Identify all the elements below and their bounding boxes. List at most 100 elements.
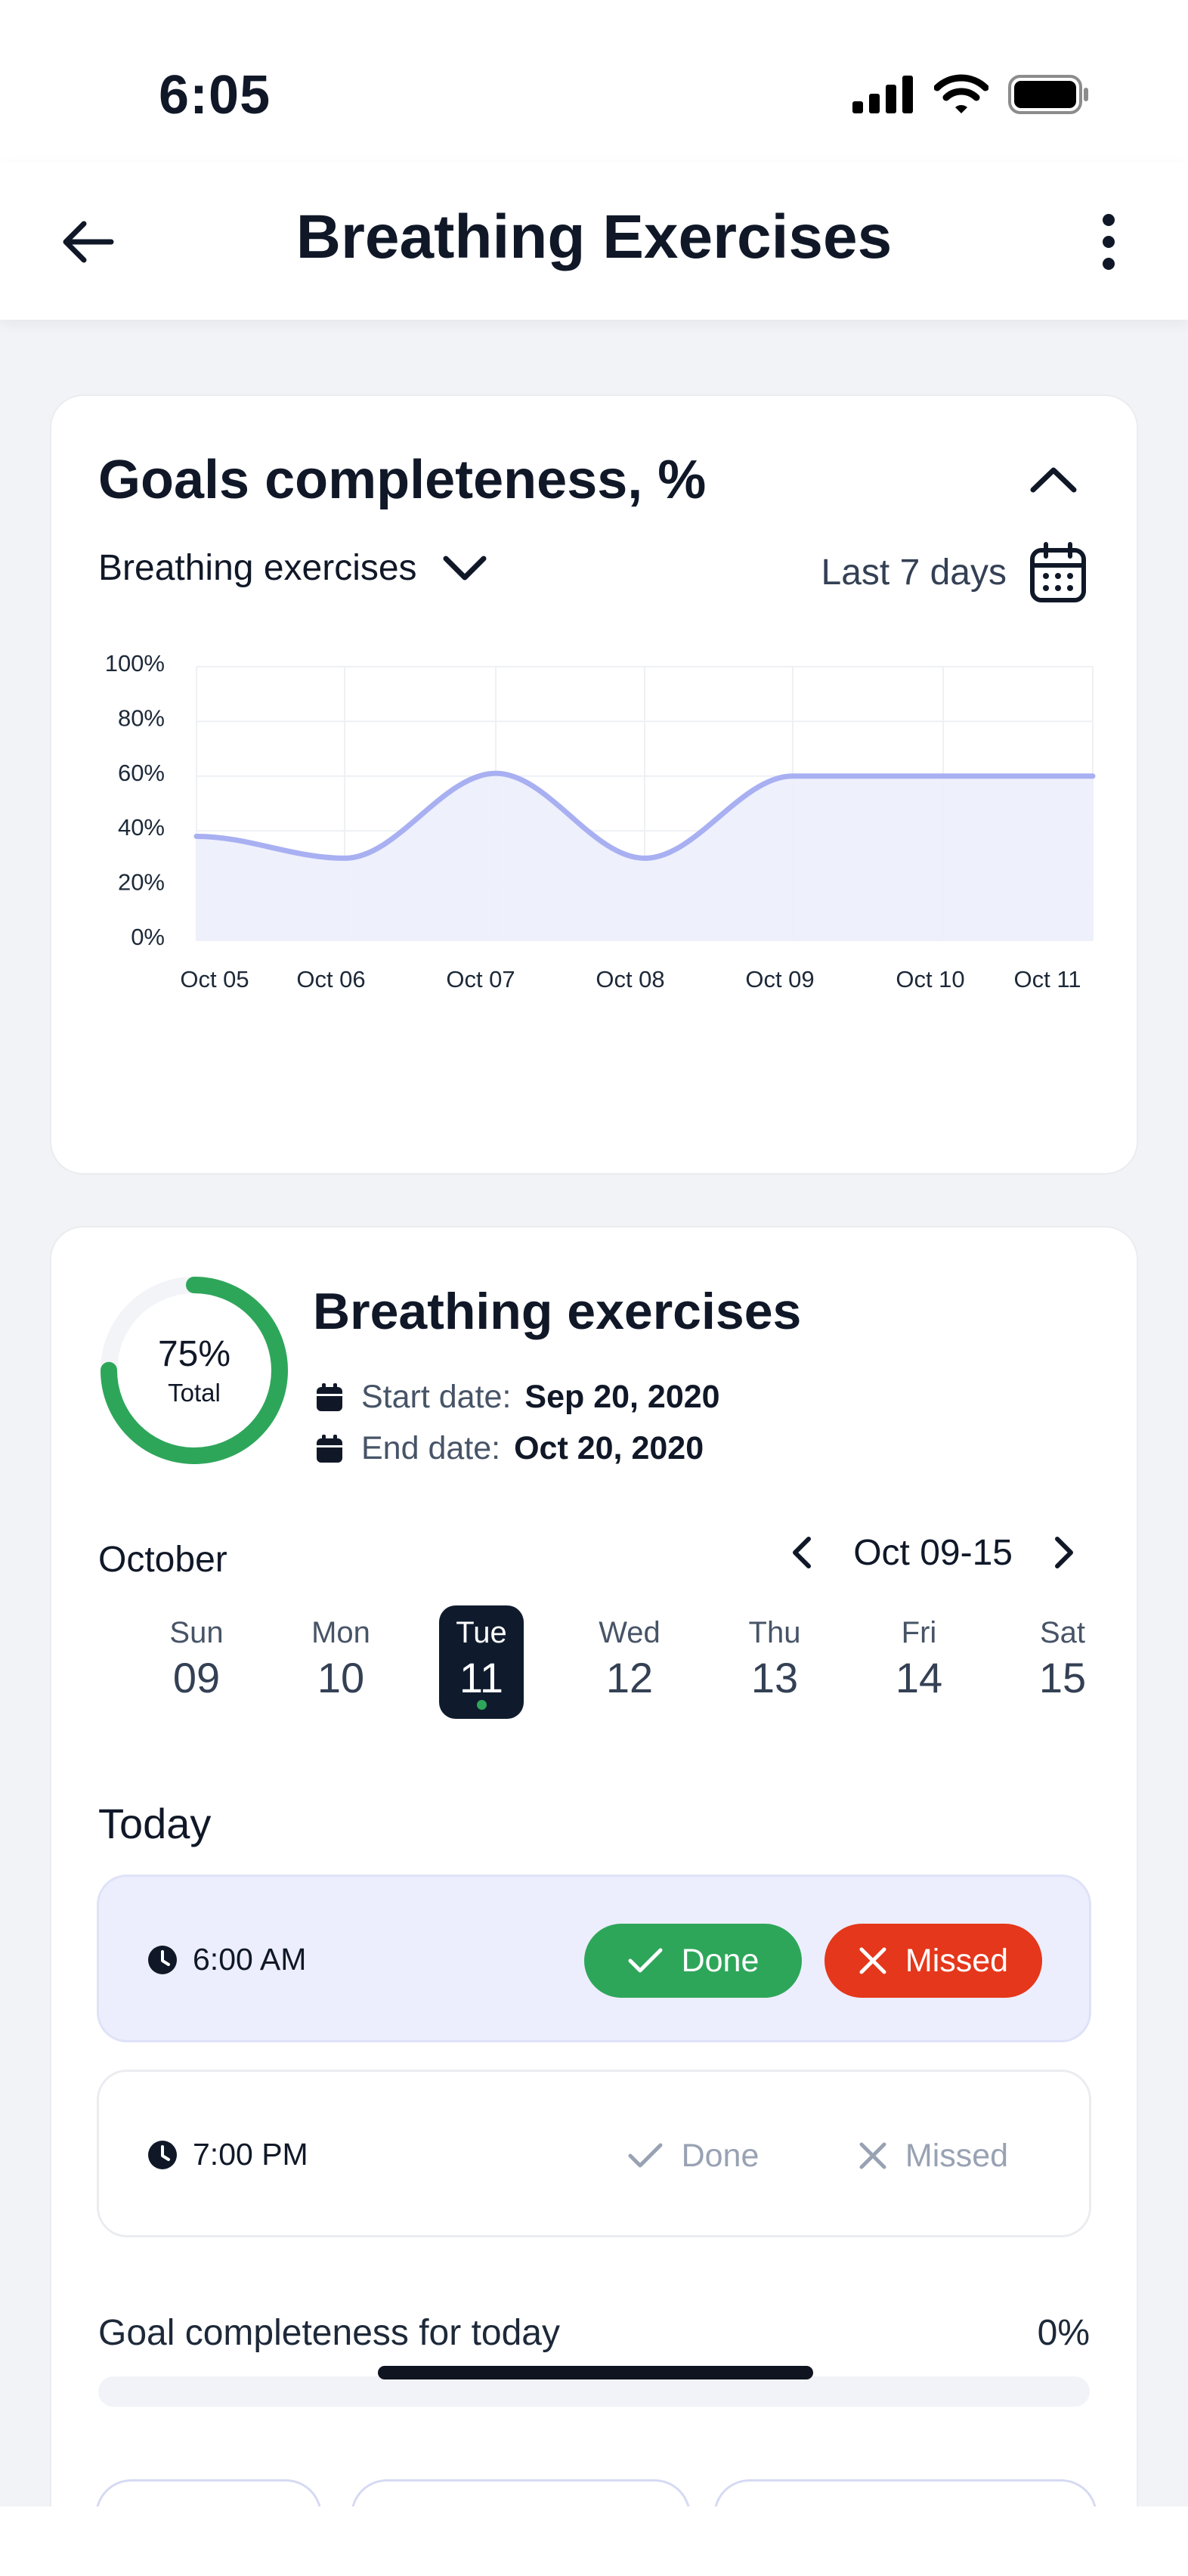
day-wed[interactable]: Wed 12 bbox=[587, 1605, 672, 1719]
start-date-row: Start date: Sep 20, 2020 bbox=[316, 1379, 720, 1416]
done-button[interactable]: Done bbox=[584, 2119, 802, 2193]
bottom-safe-area bbox=[0, 2506, 1188, 2576]
today-indicator-dot bbox=[477, 1700, 487, 1710]
goal-detail-card: 75% Total Breathing exercises Start date… bbox=[50, 1226, 1138, 2576]
close-icon bbox=[859, 1947, 886, 1974]
day-name: Thu bbox=[748, 1616, 801, 1649]
day-number: 09 bbox=[172, 1654, 221, 1701]
day-number: 13 bbox=[750, 1654, 799, 1701]
exercise-filter-label: Breathing exercises bbox=[98, 548, 417, 588]
day-sun[interactable]: Sun 09 bbox=[154, 1605, 239, 1719]
close-icon bbox=[859, 2142, 886, 2169]
day-thu[interactable]: Thu 13 bbox=[732, 1605, 817, 1719]
back-button[interactable] bbox=[53, 208, 121, 276]
app-header: Breathing Exercises bbox=[0, 163, 1188, 320]
day-mon[interactable]: Mon 10 bbox=[299, 1605, 383, 1719]
y-tick-label: 0% bbox=[131, 924, 165, 950]
more-options-button[interactable] bbox=[1075, 208, 1143, 276]
collapse-button[interactable] bbox=[1023, 449, 1084, 509]
today-goal-label: Goal completeness for today bbox=[98, 2313, 560, 2353]
progress-ring-graphic bbox=[101, 1277, 288, 1464]
battery-icon bbox=[1008, 75, 1088, 114]
missed-button[interactable]: Missed bbox=[824, 2119, 1042, 2193]
clock-icon bbox=[148, 1945, 177, 1974]
day-name: Wed bbox=[599, 1616, 661, 1649]
today-progress-bar bbox=[98, 2376, 1090, 2407]
slot-time: 6:00 AM bbox=[147, 1942, 306, 1977]
x-tick-label: Oct 10 bbox=[896, 966, 964, 992]
week-range-label: Oct 09-15 bbox=[853, 1532, 1013, 1573]
day-name: Tue bbox=[456, 1616, 507, 1649]
home-indicator bbox=[378, 2366, 813, 2379]
status-time: 6:05 bbox=[159, 65, 271, 125]
calendar-small-icon bbox=[317, 1382, 342, 1411]
day-number: 11 bbox=[459, 1654, 504, 1701]
day-name: Mon bbox=[311, 1616, 370, 1649]
goals-chart-card: Goals completeness, % Breathing exercise… bbox=[50, 395, 1138, 1175]
x-tick-label: Oct 09 bbox=[745, 966, 814, 992]
slot-time-label: 6:00 AM bbox=[193, 1942, 307, 1977]
y-tick-label: 20% bbox=[118, 869, 165, 896]
chevron-left-icon bbox=[793, 1537, 812, 1568]
x-tick-label: Oct 07 bbox=[446, 966, 515, 992]
previous-week-button[interactable] bbox=[779, 1530, 824, 1575]
x-tick-label: Oct 06 bbox=[296, 966, 365, 992]
week-navigator: Oct 09-15 bbox=[779, 1530, 1087, 1575]
more-vertical-icon bbox=[1103, 214, 1115, 270]
chart-card-title: Goals completeness, % bbox=[98, 450, 707, 510]
day-number: 12 bbox=[605, 1654, 654, 1701]
progress-ring: 75% Total bbox=[95, 1271, 293, 1469]
date-range-picker[interactable]: Last 7 days bbox=[821, 541, 1087, 603]
check-icon bbox=[628, 1948, 663, 1973]
today-goal-value: 0% bbox=[1037, 2313, 1090, 2353]
x-tick-label: Oct 11 bbox=[1013, 966, 1081, 992]
status-icons bbox=[852, 74, 1090, 115]
status-bar: 6:05 bbox=[0, 0, 1188, 163]
page-title: Breathing Exercises bbox=[295, 203, 893, 271]
slot-time: 7:00 PM bbox=[147, 2137, 308, 2172]
end-date-label: End date: bbox=[361, 1430, 501, 1466]
missed-button[interactable]: Missed bbox=[824, 1924, 1042, 1998]
done-label: Done bbox=[681, 1942, 760, 1979]
check-icon bbox=[628, 2143, 663, 2168]
calendar-small-icon bbox=[317, 1434, 342, 1463]
clock-icon bbox=[148, 2140, 177, 2169]
arrow-left-icon bbox=[63, 221, 114, 263]
slot-time-label: 7:00 PM bbox=[193, 2137, 308, 2172]
missed-label: Missed bbox=[905, 2137, 1009, 2174]
chevron-up-icon bbox=[1030, 467, 1077, 493]
end-date-row: End date: Oct 20, 2020 bbox=[316, 1430, 704, 1467]
next-week-button[interactable] bbox=[1041, 1530, 1087, 1575]
day-tue-selected[interactable]: Tue 11 bbox=[439, 1605, 524, 1719]
day-name: Sat bbox=[1039, 1616, 1086, 1649]
done-button[interactable]: Done bbox=[584, 1924, 802, 1998]
date-range-label: Last 7 days bbox=[821, 552, 1007, 593]
wifi-icon bbox=[934, 74, 988, 113]
missed-label: Missed bbox=[905, 1942, 1009, 1979]
goals-area-chart: 0% 20% 40% 60% 80% 100% Oct 05 Oct 06 Oct 07 Oct … bbox=[105, 650, 1096, 992]
chevron-down-icon bbox=[443, 556, 487, 580]
y-tick-label: 40% bbox=[118, 814, 165, 841]
end-date-value: Oct 20, 2020 bbox=[514, 1430, 704, 1466]
area-fill bbox=[196, 773, 1093, 940]
chevron-right-icon bbox=[1055, 1537, 1073, 1568]
day-number: 15 bbox=[1038, 1654, 1087, 1701]
calendar-icon bbox=[1030, 542, 1086, 602]
y-tick-label: 60% bbox=[118, 760, 165, 786]
progress-total-label: Total bbox=[168, 1379, 221, 1407]
day-name: Fri bbox=[901, 1616, 937, 1649]
day-sat[interactable]: Sat 15 bbox=[1020, 1605, 1105, 1719]
exercise-filter-dropdown[interactable]: Breathing exercises bbox=[98, 547, 487, 589]
day-fri[interactable]: Fri 14 bbox=[877, 1605, 961, 1719]
start-date-label: Start date: bbox=[361, 1379, 512, 1415]
goal-name: Breathing exercises bbox=[313, 1283, 802, 1340]
schedule-slot: 6:00 AM Done Missed bbox=[97, 1875, 1091, 2042]
cellular-signal-icon bbox=[852, 76, 913, 113]
day-number: 14 bbox=[895, 1654, 943, 1701]
schedule-slot: 7:00 PM Done Missed bbox=[97, 2070, 1091, 2237]
x-tick-label: Oct 05 bbox=[180, 966, 249, 992]
day-name: Sun bbox=[169, 1616, 224, 1649]
y-tick-label: 80% bbox=[118, 704, 165, 731]
start-date-value: Sep 20, 2020 bbox=[524, 1379, 720, 1415]
x-tick-label: Oct 08 bbox=[596, 966, 664, 992]
